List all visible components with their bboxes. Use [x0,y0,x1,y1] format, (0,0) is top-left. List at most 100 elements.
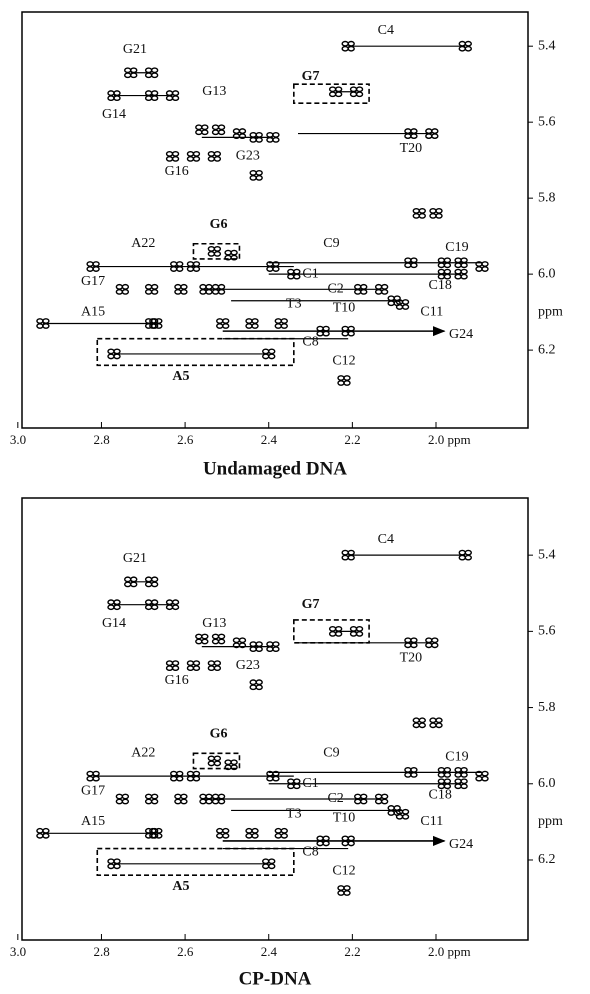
peak-contour [334,625,343,632]
peak-contour [460,268,468,275]
dashed-box [192,752,241,770]
peak-contour [171,660,180,667]
peak-contour [280,318,288,324]
peak-contour [404,262,412,269]
peak-contour [245,318,253,324]
peak-contour [199,798,207,805]
chart-title: Undamaged DNA [203,458,347,479]
peak-contour [171,599,180,606]
peak-contour [180,793,188,800]
peak-contour [130,581,138,588]
peak-contour [174,798,182,805]
peak-contour [150,599,159,606]
peak-contour [192,155,201,162]
peak-contour [144,283,153,290]
peak [425,637,439,649]
peak-contour [334,91,343,98]
peak-contour [374,288,383,295]
peak-contour [464,45,472,52]
peak-contour [334,86,343,93]
peak [232,128,247,139]
peak-contour [113,599,121,606]
peak-contour [186,261,195,267]
peak-contour [341,835,349,842]
plot-frame [21,497,529,941]
peak-contour [255,646,263,653]
peak-contour [443,262,452,269]
peak-contour [115,288,124,295]
peak-contour [454,257,462,264]
peak-contour [481,266,489,272]
peak-contour [192,660,201,667]
peak-contour [404,257,412,264]
peak-contour [174,288,182,295]
peak [186,770,201,782]
peak-contour [186,150,195,157]
peak-contour [437,268,446,275]
peak [341,549,355,561]
peak-contour [211,638,220,645]
peak-contour [464,549,472,556]
peak [224,249,238,261]
peak-contour [266,641,274,648]
x-tick-label: 2.8 [93,432,109,447]
peak-contour [186,266,195,272]
peak-contour [186,155,195,162]
peak-contour [213,660,222,667]
peak-contour [431,642,439,649]
x-tick-label: 2.6 [177,432,194,447]
peak-label: C12 [332,354,355,369]
peak [249,169,263,181]
peak-contour [268,353,276,360]
peak-contour [150,604,159,611]
peak-contour [454,783,462,790]
peak-contour [201,124,209,131]
peak [274,827,288,839]
peak-contour [199,283,207,290]
peak [232,637,247,649]
peak-label: C1 [302,776,318,791]
peak-contour [418,212,426,219]
peak-label: G7 [302,597,320,612]
peak-contour [341,840,349,847]
peak-contour [213,245,222,252]
peak-contour [429,722,437,729]
y-tick-label: 5.4 [538,547,556,562]
peak-contour [211,283,220,290]
peak-contour [435,207,443,214]
peak-contour [42,827,50,834]
peak-contour [107,348,115,355]
peak [349,86,364,98]
peak-contour [458,554,466,561]
peak-contour [322,835,330,842]
peak-contour [322,840,330,847]
peak [437,766,452,778]
peak-contour [115,798,124,805]
peak-contour [268,348,276,355]
peak-contour [272,770,280,777]
peak-label: T3 [286,297,302,312]
peak-contour [343,375,351,381]
peak-contour [343,380,351,386]
peak-contour [355,91,364,98]
peak-contour [230,254,238,261]
peak-contour [401,808,410,815]
peak-contour [412,207,420,214]
peak-contour [454,262,462,269]
peak [374,283,389,295]
peak [186,660,201,672]
peak [207,245,222,257]
peak-contour [170,266,178,272]
peak-contour [255,684,263,691]
peak-contour [195,124,203,131]
peak-contour [222,318,230,324]
peak-contour [195,638,203,645]
peak [354,793,368,805]
peak-label: G6 [210,726,228,741]
peak-contour [86,266,94,272]
peak [266,770,280,782]
peak-label: G6 [210,217,228,232]
peak-contour [192,665,201,672]
peak-contour [437,771,446,778]
peak-contour [150,288,159,295]
